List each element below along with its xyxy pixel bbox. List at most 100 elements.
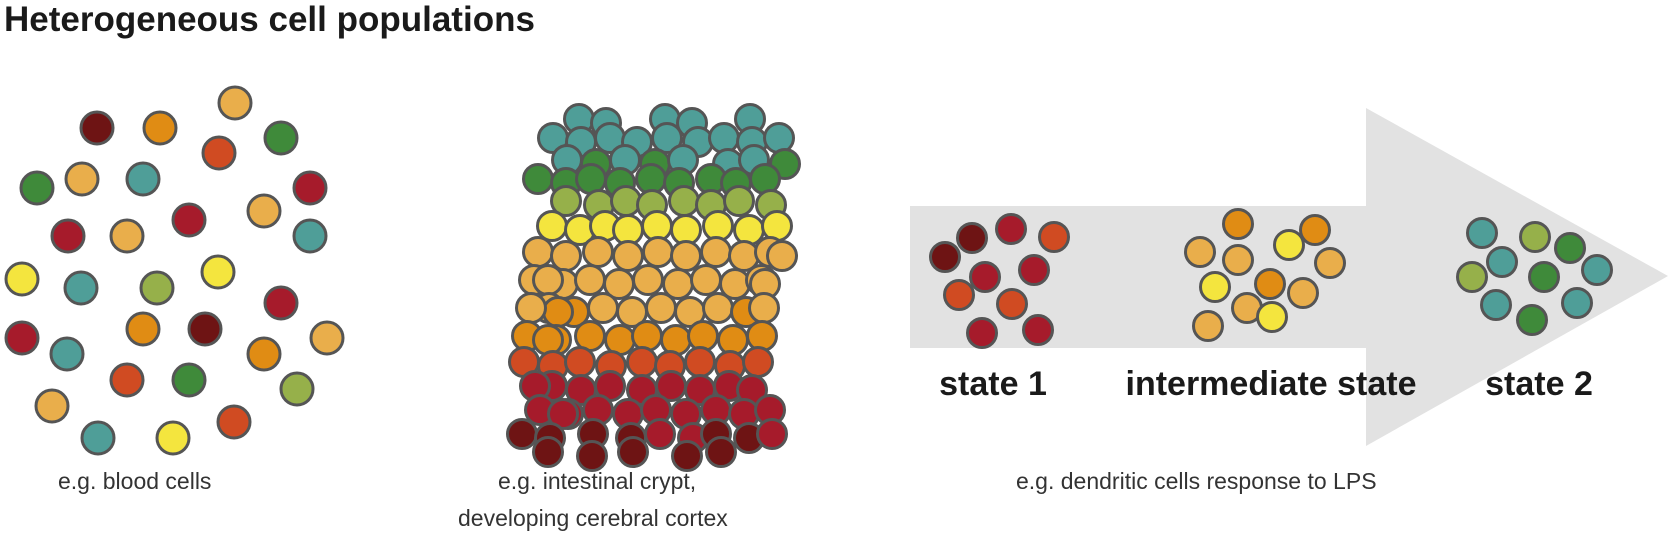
dendritic-cell [1528,261,1560,293]
dendritic-cell [966,317,998,349]
blood-cell [4,261,40,297]
crypt-cell [690,264,722,296]
dendritic-cell [1486,246,1518,278]
crypt-cell [610,185,642,217]
blood-cell [155,420,191,456]
crypt-cell [717,324,749,356]
dendritic-cell [956,222,988,254]
crypt-cell [756,418,788,450]
crypt-cell [522,236,554,268]
crypt-cell [761,210,793,242]
dendritic-cell [943,279,975,311]
blood-cell [217,85,253,121]
blood-cell [171,362,207,398]
dendritic-cell [995,213,1027,245]
crypt-cell [684,346,716,378]
blood-cell [34,388,70,424]
crypt-cell [532,436,564,468]
crypt-cell [749,163,781,195]
blood-cell [125,311,161,347]
crypt-cell [723,185,755,217]
blood-cell [200,254,236,290]
dendritic-cell [1480,289,1512,321]
crypt-cell [746,320,778,352]
crypt-cell [705,436,737,468]
crypt-cell [582,236,614,268]
crypt-cell [670,240,702,272]
crypt-cell [550,185,582,217]
state-2-label: state 2 [1485,365,1593,403]
blood-cell [142,110,178,146]
blood-cell [79,110,115,146]
crypt-cell [668,185,700,217]
crypt-cell [506,418,538,450]
state-1-label: state 1 [939,365,1047,403]
dendritic-cell [1561,287,1593,319]
dendritic-cell [1222,244,1254,276]
crypt-cell [564,346,596,378]
crypt-caption-line-2: developing cerebral cortex [458,505,728,531]
transition-arrow [910,108,1668,446]
dendritic-cell [1022,314,1054,346]
crypt-cell [766,240,798,272]
crypt-cell [532,324,564,356]
blood-cells-group [4,85,345,456]
crypt-cell [542,296,574,328]
crypt-cell [748,292,780,324]
blood-cell [139,270,175,306]
blood-cell [187,311,223,347]
crypt-cell [742,346,774,378]
blood-cell [109,218,145,254]
crypt-cell [660,324,692,356]
crypt-cell [617,436,649,468]
blood-cell [64,161,100,197]
crypt-cell [515,292,547,324]
dendritic-cell [969,261,1001,293]
crypt-cell [700,236,732,268]
dendritic-cell [1254,268,1286,300]
dendritic-cell [1554,232,1586,264]
blood-cell [4,320,40,356]
blood-cell [292,218,328,254]
dendritic-cell [1299,214,1331,246]
crypt-cell [574,264,606,296]
blood-cell [109,362,145,398]
dendritic-cell [1018,254,1050,286]
dendritic-cell [1581,254,1613,286]
blood-cell [246,193,282,229]
crypt-cell [612,240,644,272]
crypt-cell [522,163,554,195]
crypt-cell [547,398,579,430]
dendritic-cell [1184,236,1216,268]
crypt-cell [687,320,719,352]
dendritic-cell [1314,247,1346,279]
crypt-cell [632,264,664,296]
crypt-cell [702,292,734,324]
intermediate-state-label: intermediate state [1126,365,1417,403]
dendritic-cell [1516,304,1548,336]
blood-cell [50,218,86,254]
blood-cell [80,420,116,456]
blood-cell [49,336,85,372]
crypt-cell [651,122,683,154]
crypt-cell [671,440,703,472]
blood-cell [279,371,315,407]
crypt-cell [642,236,674,268]
blood-cell [263,120,299,156]
crypt-cell [708,122,740,154]
blood-cell [309,320,345,356]
dendritic-cell [1466,217,1498,249]
dendritic-cell [1256,301,1288,333]
blood-cell [63,270,99,306]
crypt-cell [644,418,676,450]
blood-cells-caption: e.g. blood cells [58,468,212,494]
dendritic-cell [1192,310,1224,342]
crypt-cell [576,440,608,472]
blood-cell [216,404,252,440]
blood-cell [263,285,299,321]
blood-cell [19,170,55,206]
blood-cell [292,170,328,206]
dendritic-cell [1199,271,1231,303]
